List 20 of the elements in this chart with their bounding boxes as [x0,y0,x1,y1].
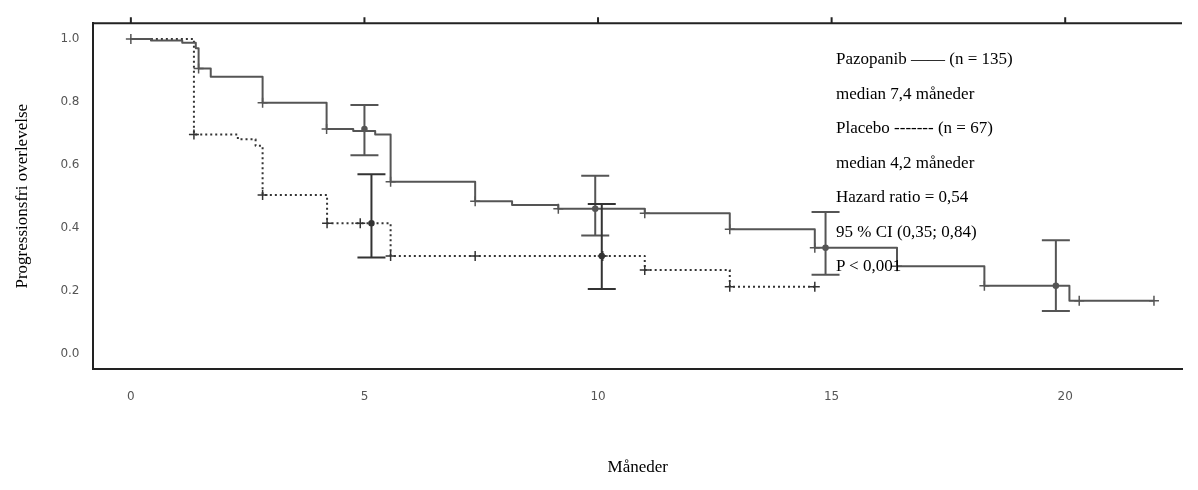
x-tick-label: 10 [590,388,606,403]
x-tick-label: 5 [360,388,369,403]
y-tick-label: 0.8 [60,93,80,108]
annotation: Placebo ------- (n = 67) [836,117,994,139]
y-tick-label: 0.6 [60,156,80,171]
annotation: Pazopanib —— (n = 135) [836,48,1013,70]
y-tick-label: 0.4 [60,219,80,234]
x-axis-title: Måneder [607,457,669,477]
x-tick-label: 15 [823,388,840,403]
annotation: median 4,2 måneder [836,151,976,174]
y-axis-title: Progressionsfri overlevelse [11,103,31,289]
annotation: Hazard ratio = 0,54 [836,186,970,208]
annotation: P < 0,001 [836,255,903,277]
y-tick-label: 0.2 [60,282,80,297]
annotation: 95 % CI (0,35; 0,84) [836,220,978,243]
y-tick-label: 1.0 [60,31,80,46]
y-tick-label: 0.0 [60,345,80,360]
x-tick-label: 20 [1057,388,1073,403]
x-tick-label: 0 [127,388,135,403]
annotation: median 7,4 måneder [836,82,976,105]
